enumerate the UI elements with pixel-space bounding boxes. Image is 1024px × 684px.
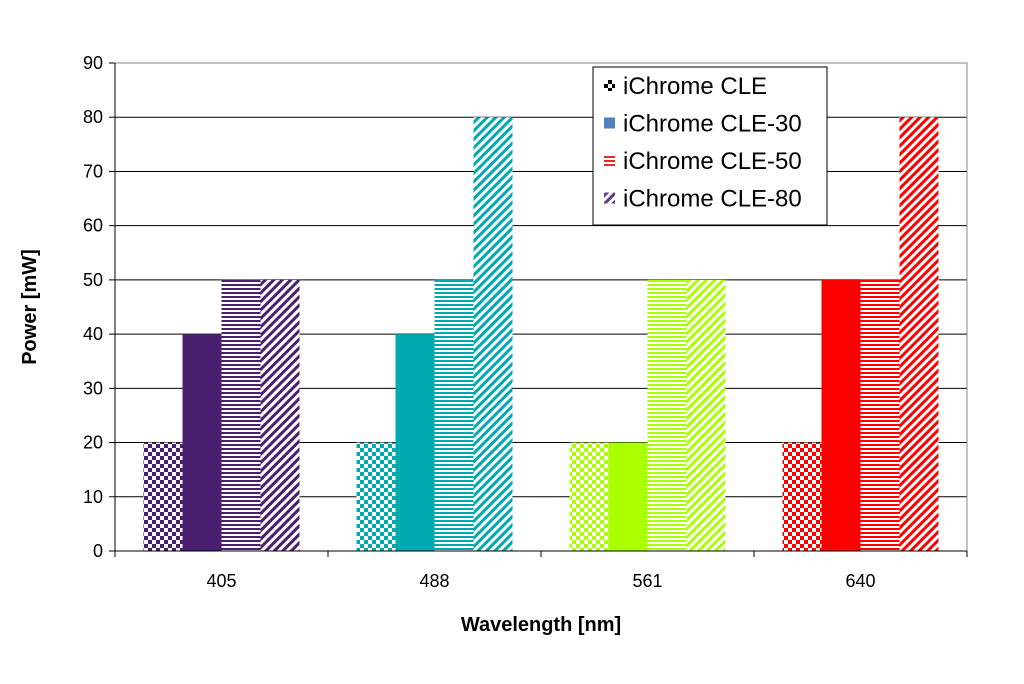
bar xyxy=(860,279,900,551)
y-tick-label: 10 xyxy=(83,487,103,507)
x-tick-label: 640 xyxy=(845,571,875,591)
bar xyxy=(395,334,435,551)
legend-label: iChrome CLE-30 xyxy=(623,111,802,138)
x-tick-label: 561 xyxy=(632,571,662,591)
legend-swatch xyxy=(604,80,615,91)
bar xyxy=(647,279,687,551)
legend-swatch xyxy=(604,192,615,204)
bar xyxy=(686,279,726,551)
bar xyxy=(182,334,222,551)
y-tick-label: 0 xyxy=(93,541,103,561)
y-tick-label: 60 xyxy=(83,216,103,236)
y-tick-label: 80 xyxy=(83,107,103,127)
bar xyxy=(356,442,396,551)
legend-label: iChrome CLE-80 xyxy=(623,186,802,213)
y-tick-label: 90 xyxy=(83,53,103,73)
y-tick-label: 70 xyxy=(83,161,103,181)
bar xyxy=(782,442,822,551)
x-tick-label: 405 xyxy=(206,571,236,591)
bar xyxy=(143,442,183,551)
legend-swatch xyxy=(604,117,615,129)
y-axis-title: Power [mW] xyxy=(19,249,41,365)
legend: iChrome CLE iChrome CLE-30 iChrome CLE-50 i… xyxy=(592,66,828,226)
legend-label: iChrome CLE xyxy=(623,73,767,100)
y-tick-label: 30 xyxy=(83,378,103,398)
bar xyxy=(608,442,648,551)
x-tick-label: 488 xyxy=(419,571,449,591)
bar xyxy=(260,279,300,551)
legend-swatch xyxy=(604,155,615,166)
bars xyxy=(143,117,939,551)
bar xyxy=(221,279,261,551)
axes: 0 10 20 30 40 50 60 70 80 90 405 488 561 640 xyxy=(83,53,968,591)
bar xyxy=(569,442,609,551)
y-tick-label: 50 xyxy=(83,270,103,290)
bar xyxy=(899,117,939,551)
bar xyxy=(821,279,861,551)
legend-label: iChrome CLE-50 xyxy=(623,148,802,175)
bar xyxy=(434,279,474,551)
legend-box xyxy=(592,66,828,226)
x-axis-title: Wavelength [nm] xyxy=(461,614,621,636)
y-tick-label: 20 xyxy=(83,433,103,453)
y-tick-label: 40 xyxy=(83,324,103,344)
bar xyxy=(473,117,513,551)
